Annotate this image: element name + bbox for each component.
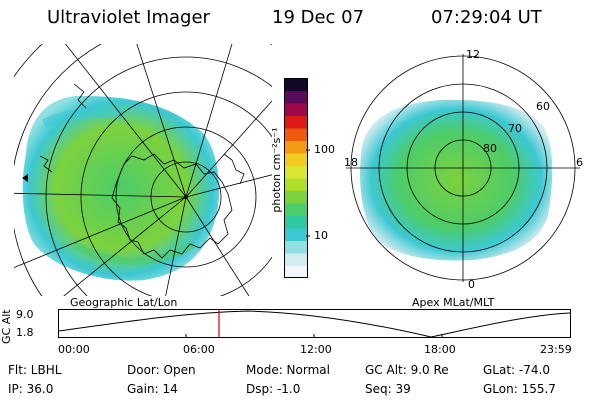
glon-info: GLon: 155.7	[483, 382, 556, 396]
time-tick-0600: 06:00	[183, 343, 215, 356]
colorbar-band	[284, 215, 308, 229]
ip-info: IP: 36.0	[8, 382, 54, 396]
colorbar-band	[284, 253, 308, 266]
time-tick-1200: 12:00	[300, 343, 332, 356]
colorbar-tick-100: 100	[314, 143, 335, 156]
colorbar-band	[284, 78, 308, 91]
geographic-image	[14, 44, 272, 296]
mode-info: Mode: Normal	[246, 363, 330, 377]
filter-info: Flt: LBHL	[8, 363, 62, 377]
colorbar-border	[284, 78, 308, 278]
gc-alt-info: GC Alt: 9.0 Re	[365, 363, 449, 377]
date-label: 19 Dec 07	[272, 7, 365, 28]
mlat-label-60: 60	[536, 100, 550, 113]
time-tick-1800: 18:00	[424, 343, 456, 356]
colorbar	[284, 78, 308, 278]
magnetic-polar-image: 12 18 6 0 60 70 80	[344, 48, 583, 291]
colorbar-band	[284, 190, 308, 204]
colorbar-band	[284, 90, 308, 104]
colorbar-band	[284, 103, 308, 116]
mlt-label-6: 6	[576, 156, 583, 169]
colorbar-band	[284, 203, 308, 216]
colorbar-band	[284, 228, 308, 241]
mlt-label-18: 18	[344, 156, 358, 169]
altitude-strip-plot	[58, 309, 571, 338]
colorbar-ticks: 100 10	[306, 143, 335, 242]
time-tick-2359: 23:59	[540, 343, 572, 356]
magnetic-caption: Apex MLat/MLT	[412, 296, 495, 309]
colorbar-band	[284, 128, 308, 141]
colorbar-band	[284, 140, 308, 154]
altitude-tick-9: 9.0	[16, 308, 34, 321]
colorbar-unit-label: photon cm⁻²s⁻¹	[270, 127, 283, 213]
colorbar-band	[284, 115, 308, 129]
colorbar-band	[284, 265, 308, 278]
mlt-label-12: 12	[466, 48, 480, 61]
time-label: 07:29:04 UT	[431, 7, 542, 28]
geographic-caption: Geographic Lat/Lon	[70, 296, 178, 309]
mlat-label-70: 70	[508, 122, 522, 135]
time-tick-0000: 00:00	[58, 343, 90, 356]
seq-info: Seq: 39	[365, 382, 411, 396]
altitude-tick-1-8: 1.8	[16, 326, 34, 339]
colorbar-band	[284, 153, 308, 166]
colorbar-band	[284, 178, 308, 191]
gain-info: Gain: 14	[127, 382, 178, 396]
door-info: Door: Open	[127, 363, 196, 377]
instrument-title: Ultraviolet Imager	[47, 7, 210, 28]
glat-info: GLat: -74.0	[483, 363, 550, 377]
mlt-label-0: 0	[468, 278, 475, 291]
colorbar-band	[284, 165, 308, 179]
colorbar-band	[284, 240, 308, 254]
dsp-info: Dsp: -1.0	[246, 382, 301, 396]
colorbar-tick-10: 10	[314, 229, 328, 242]
mlat-label-80: 80	[483, 142, 497, 155]
altitude-axis-label: GC Alt	[0, 309, 13, 344]
